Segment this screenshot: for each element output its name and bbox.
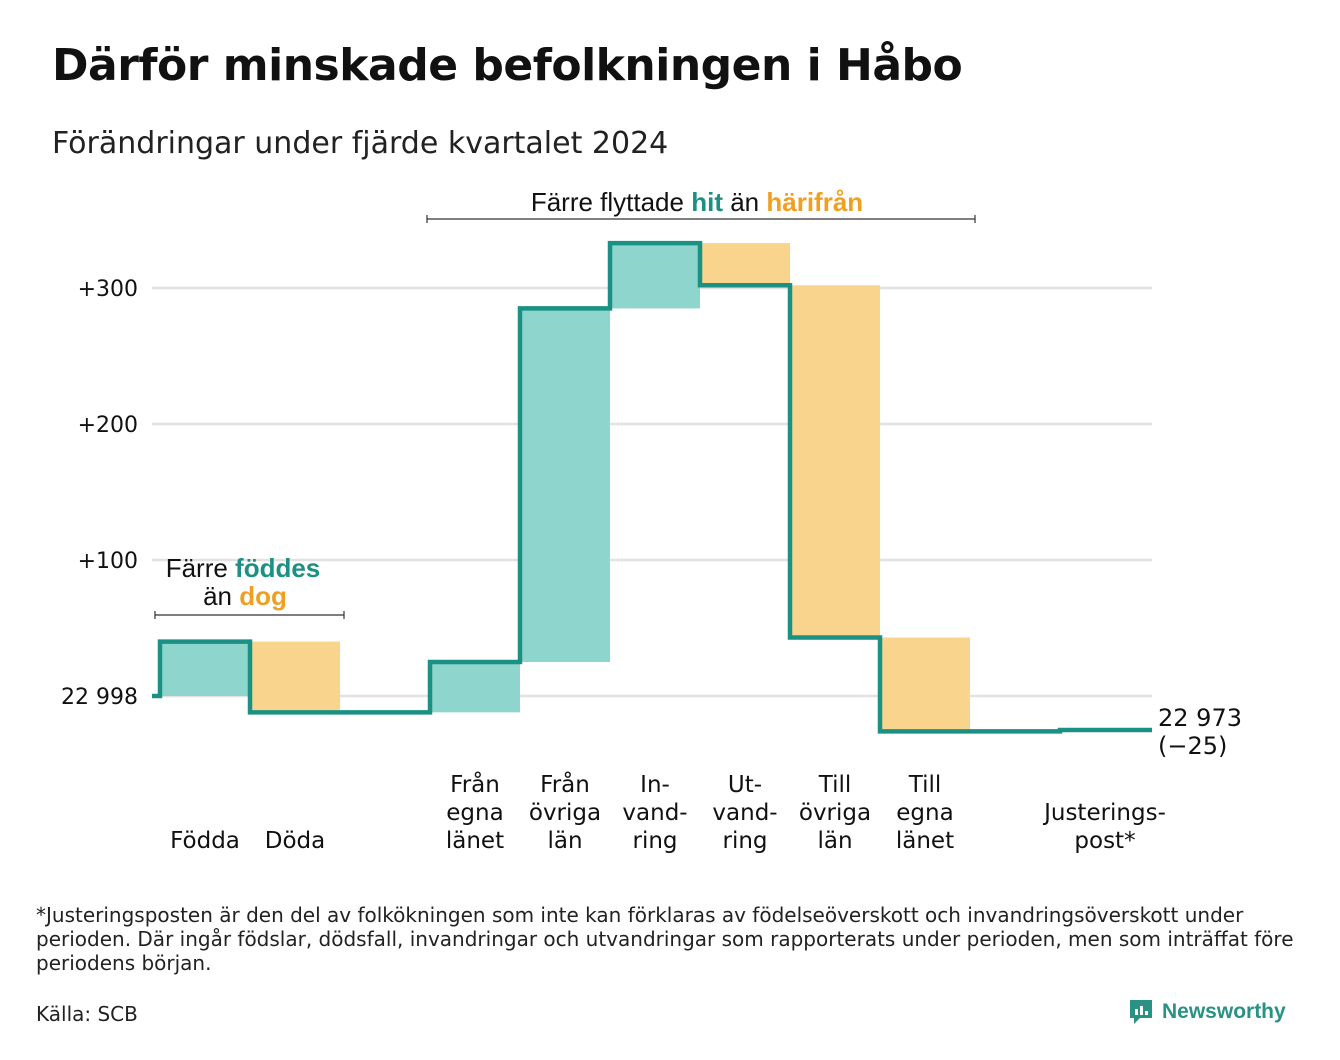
bar [790,285,880,638]
y-tick-label: +100 [78,549,138,574]
annotation-births-middle: än [203,581,239,611]
footnote: *Justeringsposten är den del av folkökni… [36,903,1294,975]
end-value-label: 22 973 [1158,704,1242,732]
y-baseline-label: 22 998 [61,685,138,710]
step-line [152,240,1152,734]
category-label: ring [632,828,677,854]
bar [250,641,340,713]
annotation-moves-teal: hit [691,187,723,217]
waterfall-line [152,240,1152,734]
source-label: Källa: SCB [36,1002,138,1026]
category-label: ring [722,828,767,854]
category-label: Till [818,772,852,798]
end-change-label: (−25) [1158,732,1227,760]
annotation-moves: Färre flyttade hit än härifrån [531,187,863,217]
category-label: övriga [529,800,601,826]
bar [880,637,970,732]
category-label: länet [446,828,504,854]
bars [160,243,1150,732]
brand: Newsworthy [1128,998,1286,1026]
category-label: Från [450,770,500,798]
brand-name: Newsworthy [1162,1000,1286,1023]
category-label: länet [896,828,954,854]
annotation-moves-middle: än [723,187,766,217]
category-label: övriga [799,800,871,826]
bar [430,662,520,713]
category-label: Justerings- [1042,800,1166,826]
category-label: län [547,828,582,854]
category-label: post* [1074,828,1135,854]
annotation-births-line1: Färre föddes [166,553,321,583]
chart-subtitle: Förändringar under fjärde kvartalet 2024 [52,126,669,161]
annotation-births-line2: än dog [203,581,287,611]
category-label: vand- [622,800,687,826]
y-tick-label: +200 [78,413,138,438]
category-label: egna [896,800,953,826]
category-label: In- [640,772,670,798]
category-label: Döda [265,828,325,854]
bar [520,308,610,662]
chart-title: Därför minskade befolkningen i Håbo [52,40,963,91]
annotation-births-prefix: Färre [166,553,235,583]
annotation-moves-orange: härifrån [766,187,863,217]
category-label: Till [908,772,942,798]
annotation-births-teal: föddes [235,553,320,583]
annotation-births-orange: dog [239,581,287,611]
category-label: vand- [712,800,777,826]
bar [700,243,790,286]
y-tick-label: +300 [78,277,138,302]
category-label: län [817,828,852,854]
grid-lines [152,286,1152,698]
annotation-moves-prefix: Färre flyttade [531,187,691,217]
bar [610,243,700,309]
bar [160,641,250,696]
category-label: Födda [170,828,240,854]
newsworthy-logo-icon [1130,1000,1152,1024]
category-label: Ut- [728,772,762,798]
category-label: Från [540,770,590,798]
category-label: egna [446,800,503,826]
